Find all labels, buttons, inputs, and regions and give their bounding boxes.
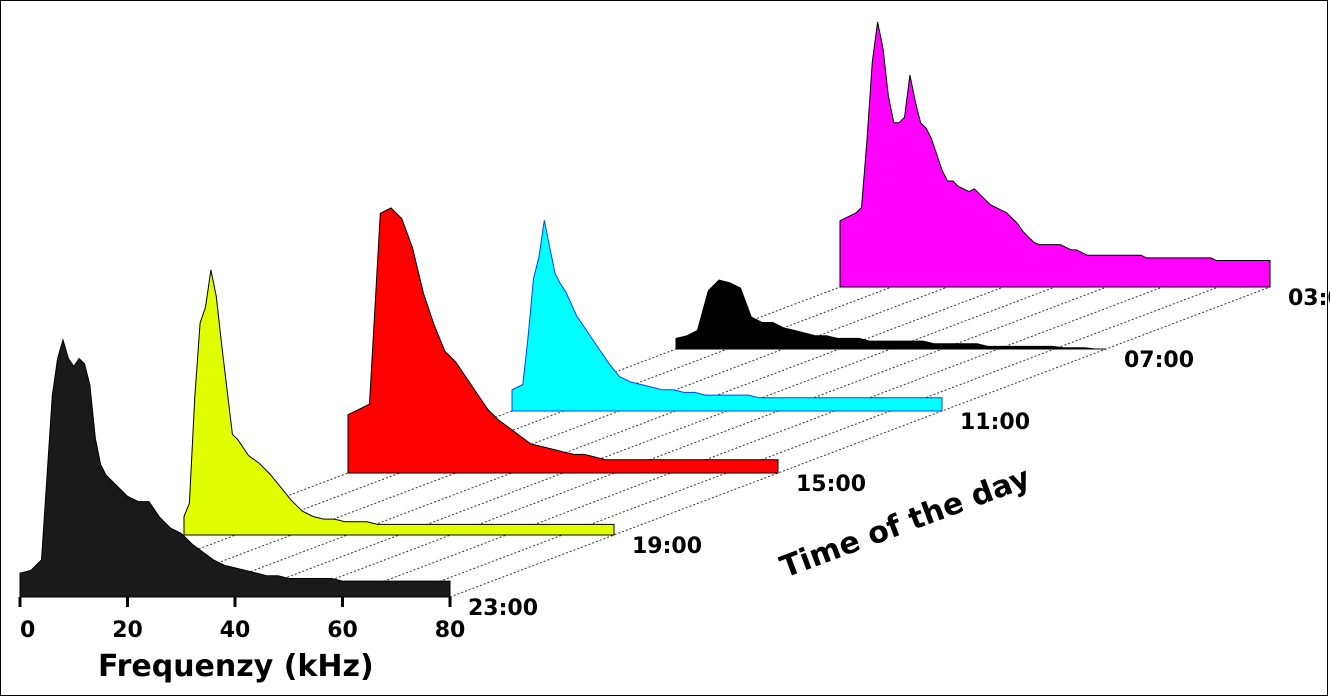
series-area-07-00 xyxy=(675,279,1106,350)
x-tick-label: 20 xyxy=(112,618,143,643)
series-area-19-00 xyxy=(183,269,615,536)
time-label-19-00: 19:00 xyxy=(632,534,702,559)
time-labels: 03:00 07:00 11:00 15:00 19:00 23:00 xyxy=(468,286,1330,621)
time-label-07-00: 07:00 xyxy=(1124,348,1194,373)
x-tick-label: 40 xyxy=(220,618,251,643)
time-label-03-00: 03:00 xyxy=(1288,286,1330,311)
x-axis-label: Frequenzy (kHz) xyxy=(98,649,374,684)
x-axis: 0 20 40 60 80 xyxy=(18,597,466,643)
series-area-03-00 xyxy=(839,21,1271,288)
time-label-11-00: 11:00 xyxy=(960,410,1030,435)
series-area-11-00 xyxy=(511,220,943,412)
series-areas xyxy=(19,21,1271,598)
series-area-15-00 xyxy=(347,207,779,474)
time-label-23-00: 23:00 xyxy=(468,596,538,621)
series-area-23-00 xyxy=(19,338,451,598)
x-tick-label: 80 xyxy=(435,618,466,643)
time-label-15-00: 15:00 xyxy=(796,472,866,497)
x-tick-label: 60 xyxy=(327,618,358,643)
x-tick-label: 0 xyxy=(20,618,35,643)
